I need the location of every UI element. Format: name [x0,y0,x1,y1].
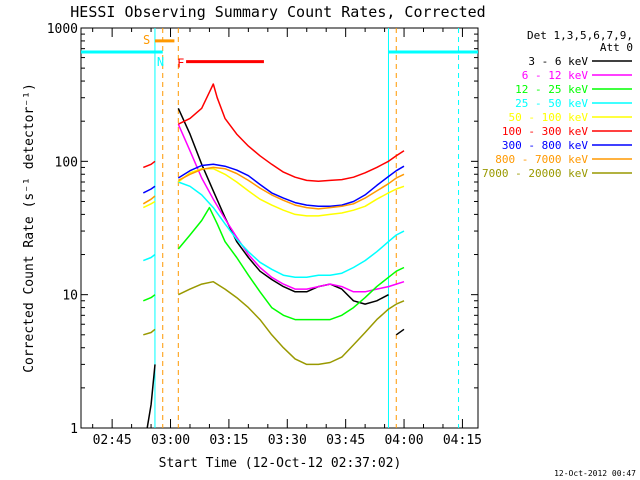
legend-entry: 7000 - 20000 keV [482,167,588,180]
legend-header: Det 1,3,5,6,7,9, [527,29,633,42]
series-line [177,83,405,182]
legend-header: Att 0 [600,41,633,54]
legend-entry: 25 - 50 keV [515,97,588,110]
series-line [146,364,156,429]
legend-entry: 100 - 300 keV [502,125,588,138]
legend-entry: 50 - 100 keV [509,111,589,124]
legend-entry: 6 - 12 keV [522,69,589,82]
series-line [177,123,405,293]
footer-timestamp: 12-Oct-2012 00:47 [554,469,636,478]
series-line [142,195,156,205]
interval-label: F [177,57,184,71]
series-line [143,294,156,302]
series-line [177,167,405,217]
plot-frame [80,27,479,429]
x-tick-label: 03:00 [151,433,190,448]
series-line [143,328,156,336]
legend-entry: 3 - 6 keV [528,55,588,68]
x-tick-label: 03:30 [268,433,307,448]
legend-entry: 300 - 800 keV [502,139,588,152]
series-line [143,253,156,262]
series-line [395,328,405,336]
legend-entry: 800 - 7000 keV [495,153,588,166]
x-tick-label: 02:45 [93,433,132,448]
y-tick-label: 100 [55,155,78,170]
y-tick-label: 1000 [47,22,78,37]
series-line [177,280,405,366]
interval-label: S [143,33,150,47]
series-line [177,166,405,210]
x-tick-label: 03:45 [326,433,365,448]
legend-entry: 12 - 25 keV [515,83,588,96]
chart-title: HESSI Observing Summary Count Rates, Cor… [70,3,485,21]
y-tick-label: 1 [70,422,78,437]
x-tick-label: 03:15 [209,433,248,448]
y-tick-label: 10 [62,289,78,304]
series-line [143,160,156,169]
series-line [177,163,405,208]
series-line [177,206,405,321]
x-tick-label: 04:15 [443,433,482,448]
x-axis-label: Start Time (12-Oct-12 02:37:02) [159,456,402,471]
interval-label: N [157,55,164,69]
x-tick-label: 04:00 [384,433,423,448]
y-axis-label: Corrected Count Rate (s⁻¹ detector⁻¹) [22,83,37,373]
series-line [178,181,405,279]
series-line [177,107,389,305]
series-line [142,185,156,194]
series-line [142,200,156,209]
